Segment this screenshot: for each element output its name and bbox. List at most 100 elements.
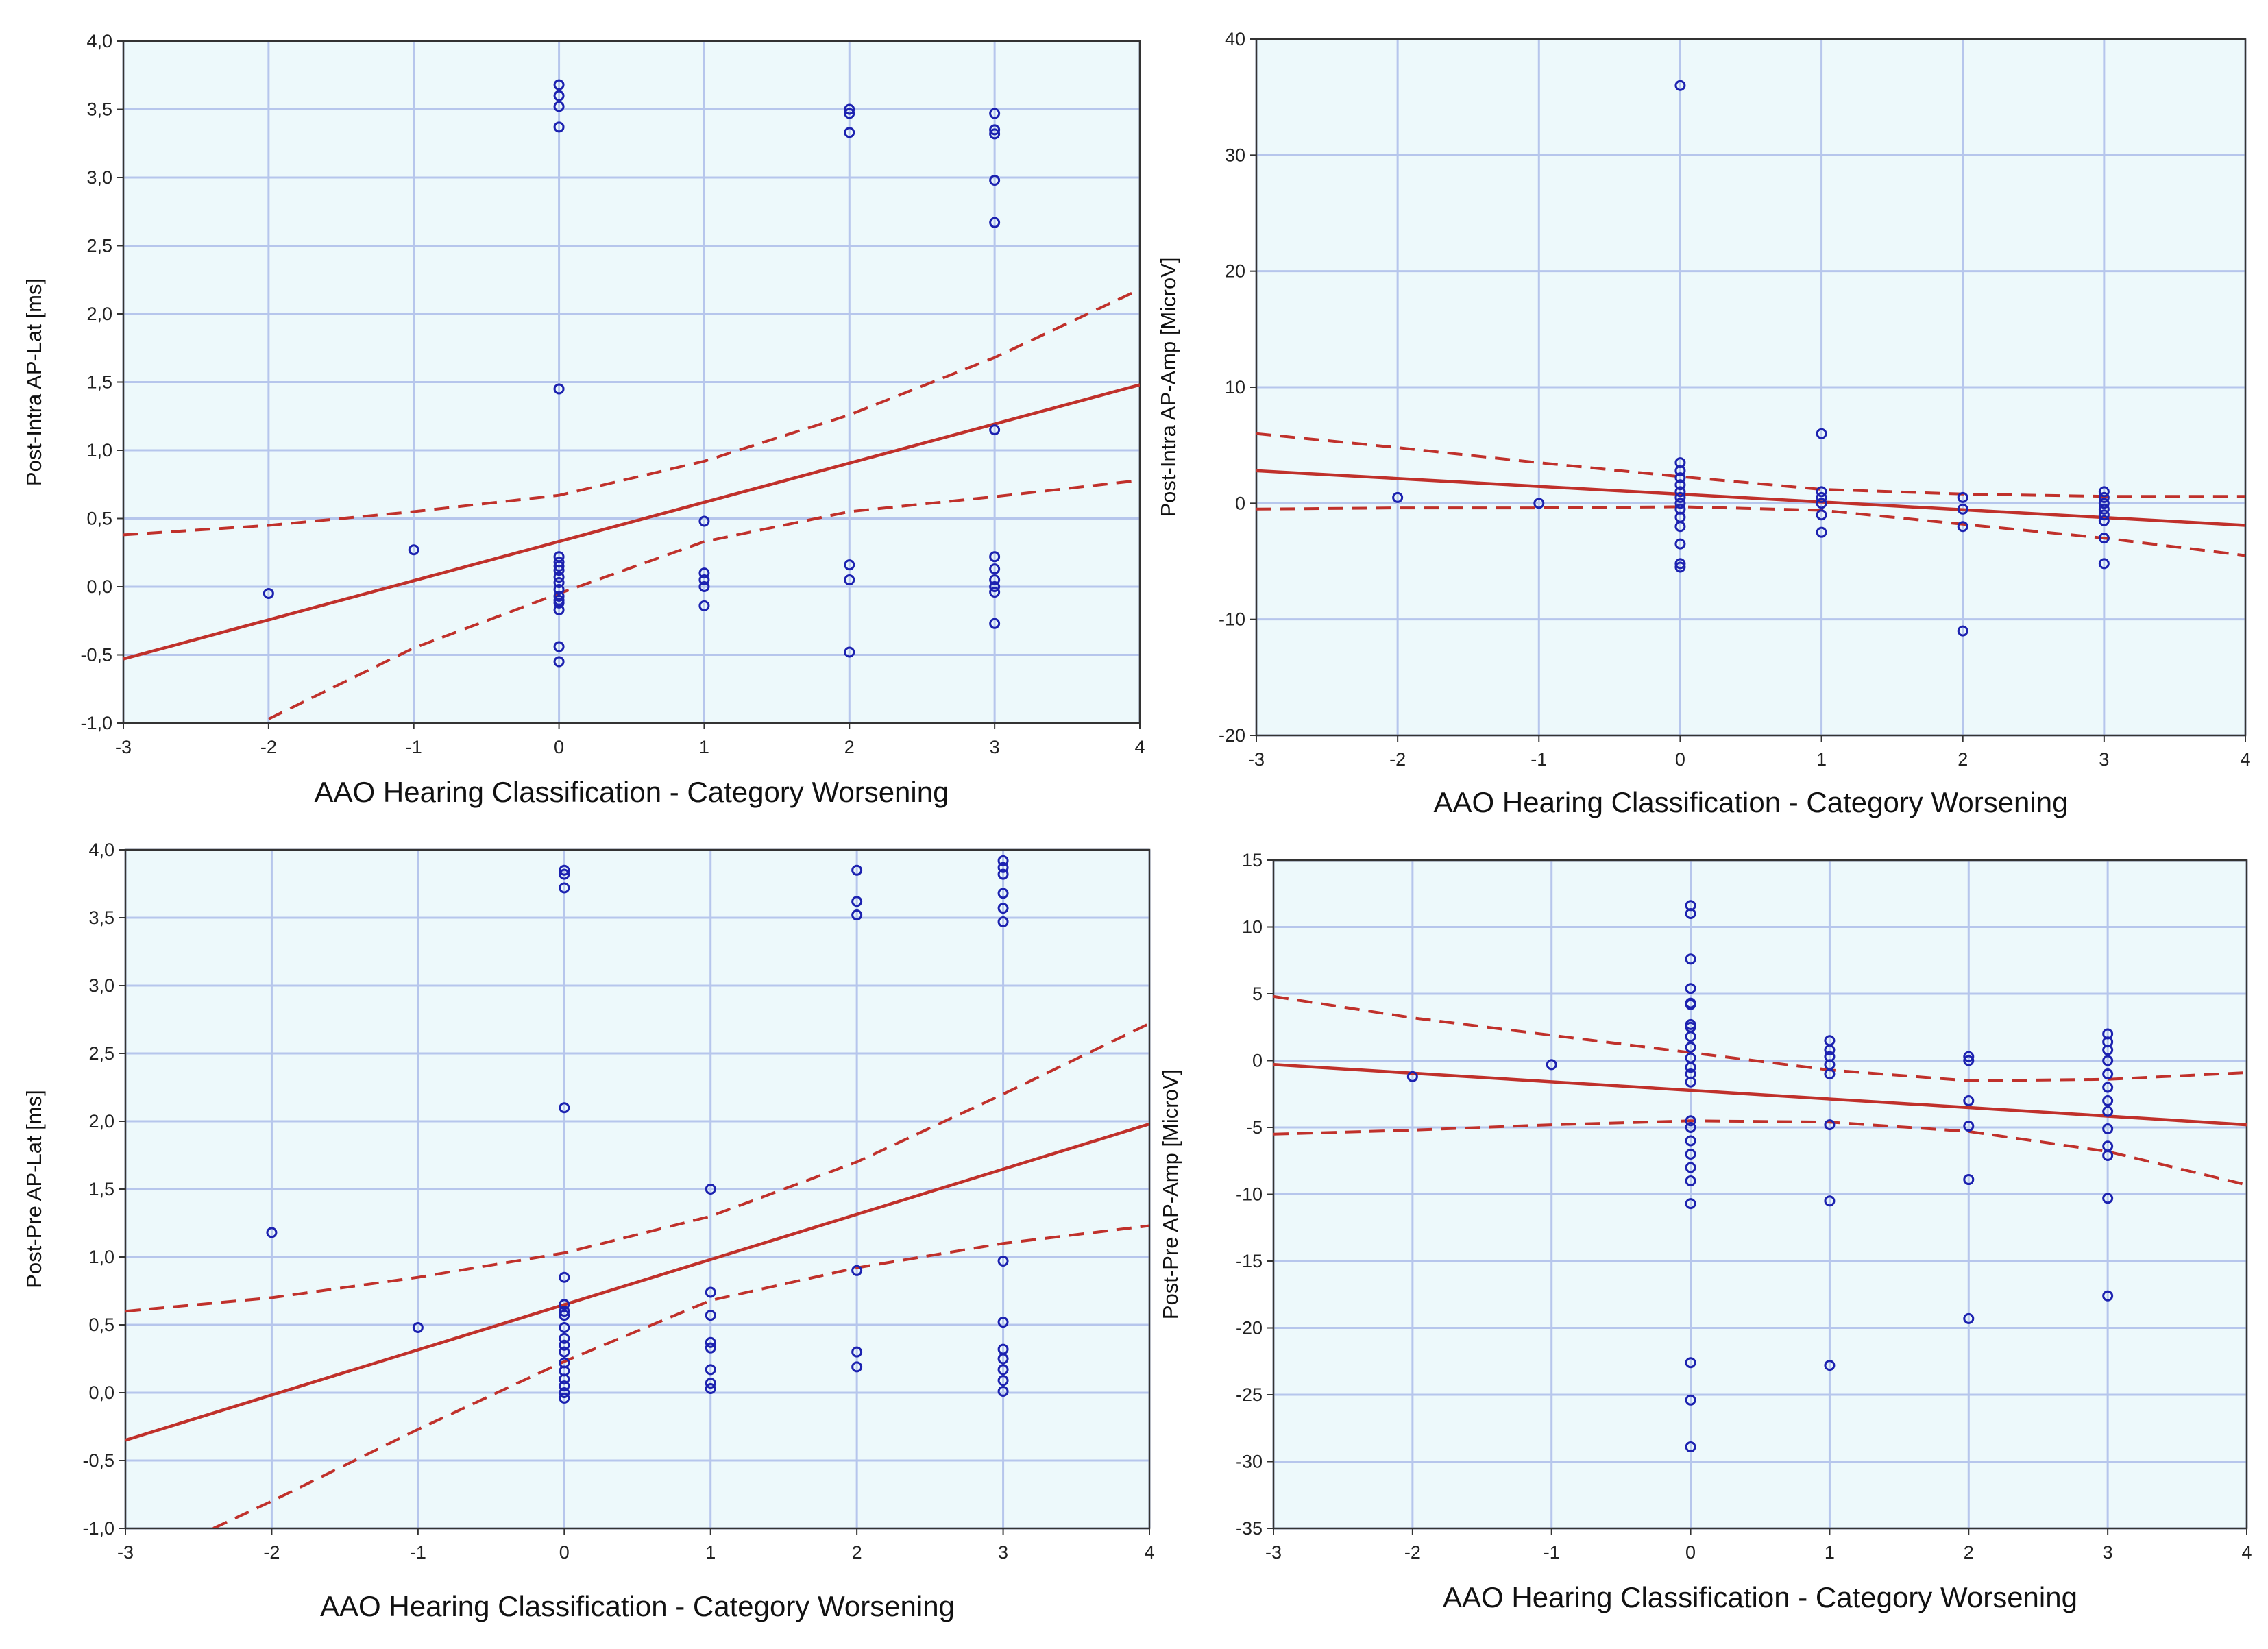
data-point <box>705 1364 716 1376</box>
data-point <box>553 383 565 395</box>
data-point <box>989 618 1001 629</box>
regression-line <box>1273 1063 2247 1127</box>
x-tick-label: 4 <box>2241 1542 2252 1563</box>
data-point <box>1963 1174 1975 1186</box>
data-point <box>1685 953 1696 965</box>
data-point <box>559 1346 570 1358</box>
data-point <box>997 903 1009 914</box>
data-point <box>1685 1021 1696 1033</box>
data-point <box>844 646 855 658</box>
confidence-band-upper <box>1273 994 2247 1082</box>
data-point <box>851 1265 863 1276</box>
data-point <box>705 1184 716 1195</box>
data-point <box>1685 1076 1696 1088</box>
y-axis-label: Post-Pre AP-Lat [ms] <box>22 1090 46 1288</box>
data-point <box>1816 491 1827 503</box>
y-tick-label: 40 <box>1225 29 1245 49</box>
data-point <box>559 1387 570 1398</box>
x-tick-label: 2 <box>844 737 855 757</box>
x-tick-label: 3 <box>2099 749 2109 770</box>
x-tick-label: -3 <box>1248 749 1265 770</box>
x-tick-label: -2 <box>260 737 277 757</box>
data-point <box>1685 999 1696 1010</box>
plot-content <box>125 855 1149 1528</box>
data-point <box>559 1310 570 1321</box>
data-point <box>2098 503 2110 515</box>
y-tick-label: 30 <box>1225 145 1245 165</box>
x-tick-label: -3 <box>115 737 132 757</box>
y-tick-label: -15 <box>1236 1251 1263 1271</box>
y-tick-label: 0,5 <box>88 1315 114 1335</box>
data-point <box>263 587 274 599</box>
data-point <box>1674 472 1686 484</box>
data-point <box>1685 1042 1696 1053</box>
data-point <box>1674 538 1686 550</box>
data-point <box>698 574 710 586</box>
y-tick-label: 10 <box>1242 917 1263 938</box>
confidence-band-lower <box>268 478 1140 720</box>
y-tick-label: 15 <box>1242 850 1263 870</box>
data-point <box>1685 1122 1696 1133</box>
y-tick-label: 0,0 <box>88 1382 114 1403</box>
data-point <box>1824 1360 1836 1371</box>
data-point <box>1963 1121 1975 1132</box>
data-point <box>705 1383 716 1395</box>
data-point <box>851 896 863 907</box>
y-tick-label: 0 <box>1252 1051 1263 1071</box>
data-point <box>1824 1068 1836 1079</box>
y-tick-label: 3,5 <box>86 99 112 120</box>
data-point <box>2102 1193 2114 1204</box>
data-point <box>2098 533 2110 544</box>
data-point <box>2098 515 2110 526</box>
data-point <box>412 1321 424 1333</box>
data-point <box>997 1255 1009 1267</box>
x-tick-label: 4 <box>1134 737 1145 757</box>
data-point <box>997 855 1009 866</box>
confidence-band-upper <box>123 288 1140 537</box>
data-point <box>1957 625 1968 637</box>
data-point <box>1674 491 1686 503</box>
x-tick-label: -1 <box>1544 1542 1560 1563</box>
data-point <box>997 1364 1009 1376</box>
data-point <box>1957 521 1968 533</box>
x-tick-label: 1 <box>1816 749 1827 770</box>
data-point <box>553 561 565 572</box>
data-point <box>553 79 565 90</box>
data-point <box>989 586 1001 598</box>
x-tick-label: 3 <box>2103 1542 2113 1563</box>
data-point <box>997 1317 1009 1328</box>
data-point <box>698 581 710 592</box>
y-tick-label: 3,5 <box>88 907 114 928</box>
x-axis-label: AAO Hearing Classification - Category Wo… <box>320 1590 955 1622</box>
data-point <box>1816 526 1827 538</box>
panel-bottom-right: -3 -2 -1 0 1 2 3 4-35-30-25-20-15-10-5051015AAO… <box>1158 850 2252 1613</box>
data-point <box>2102 1106 2114 1117</box>
data-point <box>559 1380 570 1392</box>
data-point <box>2102 1095 2114 1106</box>
confidence-band-lower <box>1256 505 2245 557</box>
y-tick-label: 1,0 <box>88 1247 114 1267</box>
data-point <box>1816 498 1827 509</box>
y-tick-label: -0,5 <box>80 645 112 665</box>
data-point <box>997 916 1009 927</box>
x-tick-label: 0 <box>554 737 564 757</box>
data-point <box>698 567 710 579</box>
data-point <box>1816 509 1827 521</box>
data-point <box>1546 1059 1557 1071</box>
y-tick-label: -1,0 <box>82 1518 114 1539</box>
data-point <box>844 127 855 138</box>
data-point <box>559 868 570 880</box>
x-tick-label: 2 <box>852 1542 862 1563</box>
regression-line <box>1256 469 2245 527</box>
x-tick-label: -2 <box>1404 1542 1421 1563</box>
data-point <box>997 1386 1009 1397</box>
data-point <box>553 90 565 101</box>
y-tick-label: 0,0 <box>86 576 112 597</box>
y-tick-label: 2,5 <box>88 1043 114 1064</box>
data-point <box>1406 1071 1418 1082</box>
data-point <box>1963 1051 1975 1062</box>
data-point <box>1533 498 1545 509</box>
panel-top-left: -3 -2 -1 0 1 2 3 4 -1,0 -0,5 0,0 0,5 1,0 1,5 2,0 2,5 3,0… <box>22 31 1145 808</box>
data-point <box>851 1346 863 1358</box>
data-point <box>1674 465 1686 476</box>
